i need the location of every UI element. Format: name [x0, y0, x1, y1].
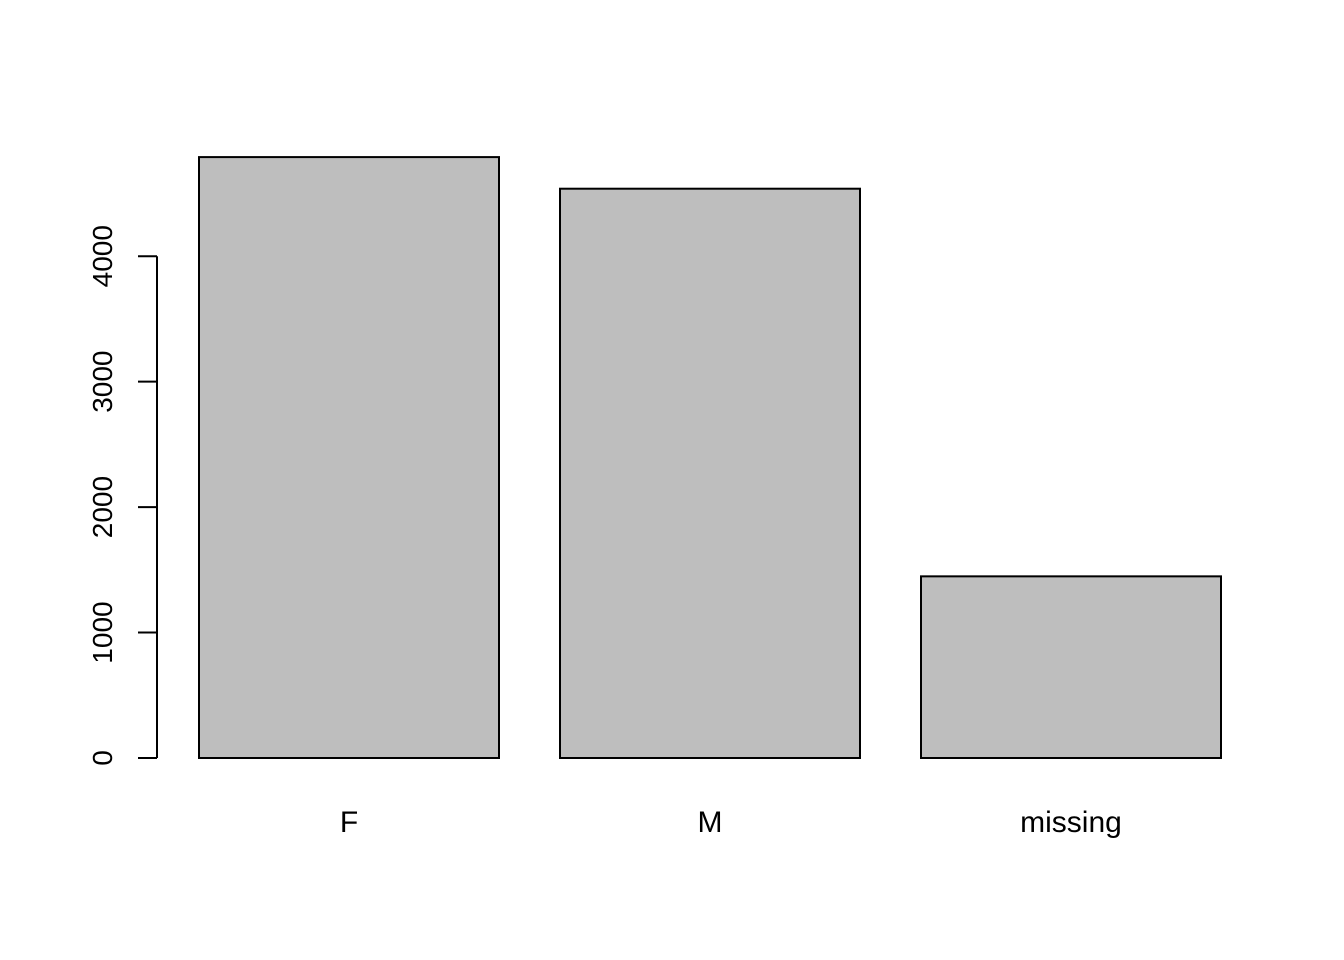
bars-group — [198, 156, 1222, 760]
y-tick-label-4000: 4000 — [87, 225, 118, 287]
y-tick-label-3000: 3000 — [87, 351, 118, 413]
bar-f — [198, 156, 500, 760]
x-tick-label-m: M — [698, 806, 723, 839]
y-axis: 0 1000 2000 3000 4000 — [87, 225, 158, 766]
bar-missing — [920, 575, 1222, 759]
x-tick-label-missing: missing — [1020, 806, 1122, 839]
y-tick-label-2000: 2000 — [87, 476, 118, 538]
bar-m — [559, 187, 861, 760]
x-tick-label-f: F — [340, 806, 358, 839]
y-tick-label-0: 0 — [87, 750, 118, 766]
y-tick-label-1000: 1000 — [87, 601, 118, 663]
